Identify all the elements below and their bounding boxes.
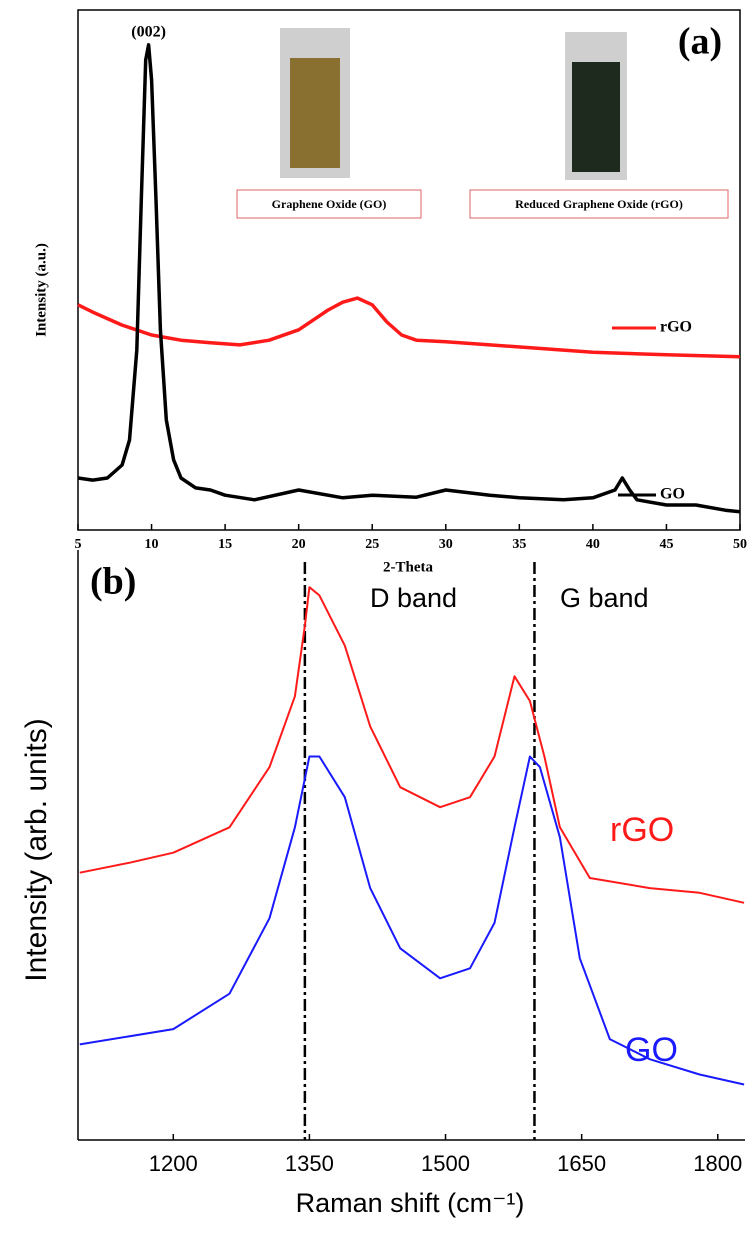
y-axis-label: Intensity (a.u.)	[33, 243, 49, 337]
legend-label: GO	[625, 1031, 678, 1069]
x-tick-label: 1650	[557, 1151, 606, 1176]
series-line	[79, 755, 745, 1086]
x-tick-label: 40	[586, 537, 600, 552]
inset-caption: Graphene Oxide (GO)	[272, 197, 387, 211]
panel-label: (b)	[90, 561, 136, 603]
series-line	[77, 43, 741, 514]
series-line	[77, 296, 741, 359]
x-axis-label: Raman shift (cm⁻¹)	[296, 1188, 525, 1218]
x-tick-label: 1200	[149, 1151, 198, 1176]
x-tick-label: 30	[439, 537, 453, 552]
caption-box	[236, 189, 422, 219]
x-tick-label: 25	[365, 537, 379, 552]
band-label: G band	[560, 583, 649, 613]
legend-label: rGO	[660, 319, 692, 336]
x-tick-label: 50	[733, 537, 747, 552]
series-line	[79, 586, 745, 904]
x-tick-label: 10	[145, 537, 159, 552]
y-axis-label: Intensity (arb. units)	[20, 718, 53, 981]
caption-box	[469, 189, 729, 219]
x-tick-label: 1350	[285, 1151, 334, 1176]
inset-photos	[236, 28, 729, 219]
legend-label: GO	[660, 486, 685, 503]
x-tick-label: 1800	[693, 1151, 742, 1176]
x-tick-label: 15	[218, 537, 232, 552]
peak-label: (002)	[131, 24, 166, 41]
inset-caption: Reduced Graphene Oxide (rGO)	[515, 197, 683, 211]
x-tick-label: 5	[75, 537, 82, 552]
vial	[290, 58, 340, 168]
legend-label: rGO	[610, 811, 674, 849]
vial	[572, 62, 620, 172]
x-axis-label: 2-Theta	[383, 559, 433, 575]
panel-label: (a)	[678, 21, 722, 63]
x-tick-label: 45	[659, 537, 673, 552]
band-label: D band	[370, 583, 457, 613]
x-tick-label: 35	[512, 537, 526, 552]
plot-frame	[77, 9, 741, 531]
x-tick-label: 20	[292, 537, 306, 552]
x-tick-label: 1500	[421, 1151, 470, 1176]
